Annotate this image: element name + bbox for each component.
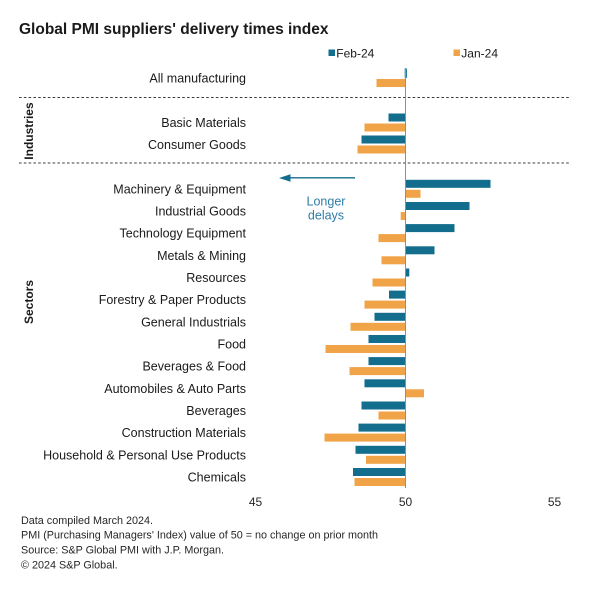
svg-text:55: 55 <box>548 495 562 509</box>
svg-text:Global PMI suppliers' delivery: Global PMI suppliers' delivery times ind… <box>19 21 329 38</box>
svg-text:General Industrials: General Industrials <box>141 315 246 329</box>
svg-text:Resources: Resources <box>186 271 246 285</box>
svg-text:All manufacturing: All manufacturing <box>149 72 246 86</box>
svg-text:Feb-24: Feb-24 <box>336 47 374 61</box>
svg-text:Beverages & Food: Beverages & Food <box>142 360 246 374</box>
svg-text:Source: S&P Global PMI with J.: Source: S&P Global PMI with J.P. Morgan. <box>21 545 224 557</box>
svg-text:Longer: Longer <box>307 195 346 209</box>
svg-text:Chemicals: Chemicals <box>188 471 246 485</box>
svg-text:Jan-24: Jan-24 <box>461 47 498 61</box>
svg-text:Consumer Goods: Consumer Goods <box>148 138 246 152</box>
svg-text:Industries: Industries <box>22 102 36 160</box>
svg-text:Food: Food <box>218 338 247 352</box>
svg-text:Automobiles & Auto Parts: Automobiles & Auto Parts <box>104 382 246 396</box>
svg-text:Beverages: Beverages <box>186 404 246 418</box>
svg-text:Construction Materials: Construction Materials <box>122 426 246 440</box>
svg-text:Industrial Goods: Industrial Goods <box>155 205 246 219</box>
svg-text:Data compiled March 2024.: Data compiled March 2024. <box>21 515 153 527</box>
svg-text:© 2024 S&P Global.: © 2024 S&P Global. <box>21 560 118 572</box>
svg-text:delays: delays <box>308 209 344 223</box>
svg-text:Sectors: Sectors <box>22 280 36 324</box>
svg-text:45: 45 <box>249 495 263 509</box>
svg-text:Basic Materials: Basic Materials <box>161 116 246 130</box>
svg-text:Forestry & Paper Products: Forestry & Paper Products <box>99 293 246 307</box>
svg-text:Household & Personal Use Produ: Household & Personal Use Products <box>43 448 246 462</box>
svg-text:Machinery & Equipment: Machinery & Equipment <box>113 182 246 196</box>
svg-text:Technology Equipment: Technology Equipment <box>120 227 247 241</box>
svg-text:PMI (Purchasing Managers' Inde: PMI (Purchasing Managers' Index) value o… <box>21 530 378 542</box>
svg-text:50: 50 <box>399 495 413 509</box>
svg-text:Metals & Mining: Metals & Mining <box>157 249 246 263</box>
